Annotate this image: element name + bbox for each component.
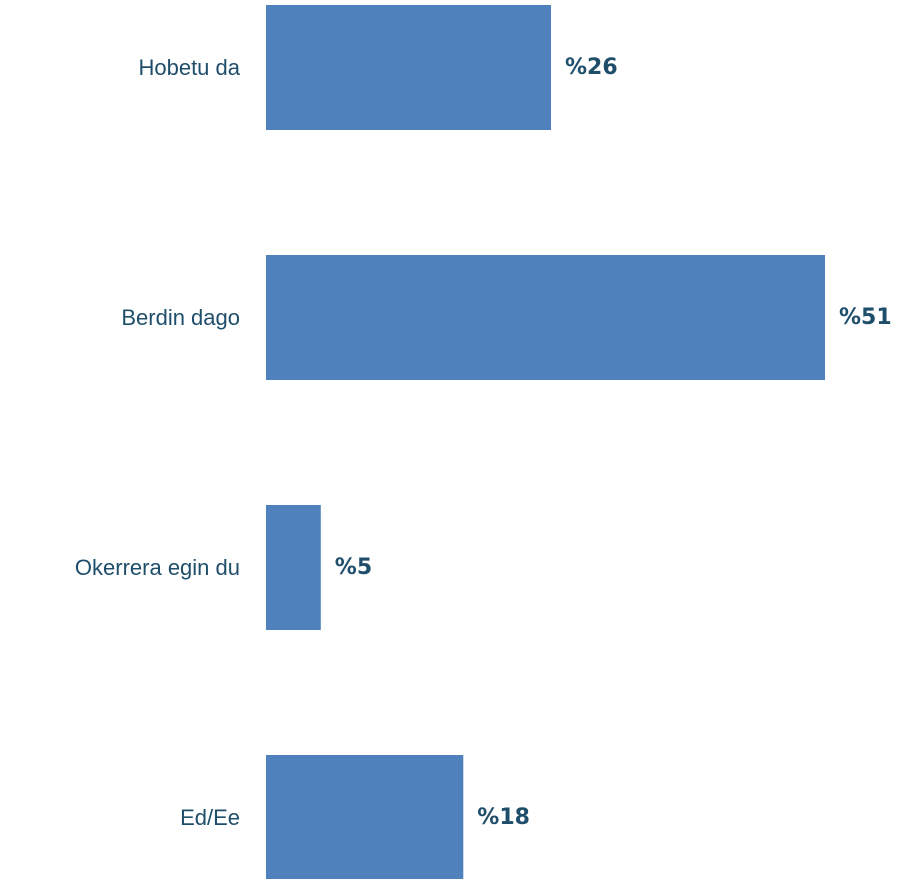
- value-labels-group: %26 %51 %5 %18: [335, 55, 892, 830]
- category-label-okerrera-egin-du: Okerrera egin du: [75, 555, 240, 580]
- value-label-ed-ee: %18: [477, 805, 530, 830]
- category-label-berdin-dago: Berdin dago: [121, 305, 240, 330]
- value-label-berdin-dago: %51: [839, 305, 892, 330]
- bar-hobetu-da: [266, 5, 551, 130]
- bar-berdin-dago: [266, 255, 825, 380]
- bars-group: [266, 5, 825, 879]
- category-label-ed-ee: Ed/Ee: [180, 805, 240, 830]
- value-label-okerrera-egin-du: %5: [335, 555, 372, 580]
- bar-ed-ee: [266, 755, 464, 879]
- category-label-hobetu-da: Hobetu da: [138, 55, 240, 80]
- bar-okerrera-egin-du: [266, 505, 321, 630]
- category-labels-group: Hobetu da Berdin dago Okerrera egin du Ed/E…: [75, 55, 241, 830]
- value-label-hobetu-da: %26: [565, 55, 618, 80]
